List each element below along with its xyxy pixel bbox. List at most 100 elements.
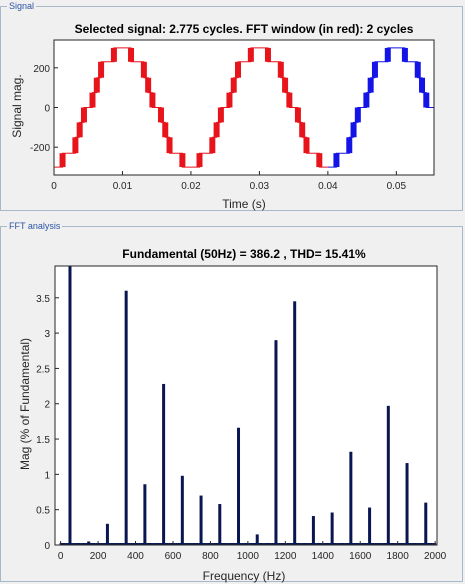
fft-noise-mark bbox=[85, 543, 88, 545]
fft-noise-mark bbox=[404, 543, 407, 545]
fft-noise-mark bbox=[207, 543, 210, 545]
fft-noise-mark bbox=[370, 543, 373, 545]
fft-y-axis-label: Mag (% of Fundamental) bbox=[18, 338, 32, 470]
fft-noise-mark bbox=[310, 543, 313, 545]
fft-noise-mark bbox=[188, 543, 191, 545]
fft-noise-mark bbox=[196, 543, 199, 545]
fft-noise-mark bbox=[248, 543, 251, 545]
fft-noise-mark bbox=[289, 543, 292, 545]
fft-noise-mark bbox=[364, 543, 367, 545]
fft-axes-frame bbox=[54, 265, 438, 546]
fft-noise-mark bbox=[314, 543, 317, 545]
fft-x-tick-label: 400 bbox=[127, 551, 144, 562]
signal-x-tick-label: 0.02 bbox=[181, 181, 201, 192]
fft-noise-mark bbox=[67, 543, 70, 545]
signal-chart-title: Selected signal: 2.775 cycles. FFT windo… bbox=[75, 22, 414, 36]
fft-noise-mark bbox=[319, 543, 322, 545]
fft-noise-mark bbox=[374, 543, 377, 545]
fft-noise-mark bbox=[65, 543, 68, 545]
fft-plot-area bbox=[55, 266, 437, 545]
fft-noise-mark bbox=[83, 543, 86, 545]
fft-harmonic-bar bbox=[386, 405, 390, 545]
fft-noise-mark bbox=[222, 543, 225, 545]
fft-noise-mark bbox=[179, 543, 182, 545]
fft-noise-mark bbox=[61, 543, 64, 545]
signal-panel-title: Signal bbox=[7, 1, 37, 12]
fft-noise-mark bbox=[119, 543, 122, 545]
fft-noise-mark bbox=[177, 543, 180, 545]
fft-noise-mark bbox=[409, 543, 412, 545]
fft-noise-mark bbox=[243, 543, 246, 545]
fft-noise-mark bbox=[402, 543, 405, 545]
fft-noise-mark bbox=[282, 543, 285, 545]
signal-y-tick-label: -200 bbox=[30, 143, 50, 154]
fft-noise-mark bbox=[372, 543, 375, 545]
fft-noise-mark bbox=[160, 543, 163, 545]
fft-noise-mark bbox=[318, 543, 321, 545]
fft-noise-mark bbox=[241, 543, 244, 545]
fft-noise-mark bbox=[265, 543, 268, 545]
fft-noise-mark bbox=[273, 543, 276, 545]
fft-y-tick-label: 0.5 bbox=[36, 506, 50, 517]
fft-noise-mark bbox=[140, 543, 143, 545]
fft-noise-mark bbox=[220, 543, 223, 545]
fft-noise-mark bbox=[389, 543, 392, 545]
fft-noise-mark bbox=[426, 543, 429, 545]
fft-noise-mark bbox=[303, 543, 306, 545]
fft-noise-mark bbox=[334, 543, 337, 545]
fft-noise-mark bbox=[245, 543, 247, 545]
fft-y-tick-label: 1.5 bbox=[36, 435, 50, 446]
fft-noise-mark bbox=[155, 543, 158, 545]
fft-noise-mark bbox=[153, 543, 156, 545]
outside-window-segment bbox=[327, 47, 434, 168]
fft-x-tick-label: 600 bbox=[165, 551, 182, 562]
fft-harmonic-bar bbox=[405, 463, 409, 545]
fft-y-tick-label: 2 bbox=[44, 400, 50, 411]
fft-analysis-panel: FFT analysis bbox=[0, 221, 463, 582]
fft-noise-mark bbox=[398, 543, 401, 545]
fft-noise-mark bbox=[325, 543, 328, 545]
fft-noise-mark bbox=[407, 543, 410, 545]
fft-noise-mark bbox=[104, 543, 107, 545]
fft-noise-mark bbox=[198, 543, 201, 545]
fft-x-tick-label: 2000 bbox=[424, 551, 447, 562]
fft-noise-mark bbox=[100, 543, 103, 545]
fft-y-tick-label: 3.5 bbox=[36, 294, 50, 305]
fft-noise-mark bbox=[136, 543, 139, 545]
fft-x-tick-label: 200 bbox=[90, 551, 107, 562]
fft-x-tick-label: 1000 bbox=[237, 551, 260, 562]
fft-noise-mark bbox=[213, 543, 216, 545]
fft-noise-mark bbox=[78, 543, 81, 545]
fft-y-tick-label: 1 bbox=[44, 470, 50, 481]
signal-x-tick-label: 0.03 bbox=[250, 181, 270, 192]
fft-harmonic-bar bbox=[218, 504, 222, 545]
fft-chart-title: Fundamental (50Hz) = 386.2 , THD= 15.41% bbox=[122, 247, 366, 261]
fft-noise-mark bbox=[323, 543, 326, 545]
fft-noise-mark bbox=[170, 543, 173, 545]
fft-x-tick-label: 1400 bbox=[312, 551, 335, 562]
fft-x-tick-label: 1800 bbox=[387, 551, 410, 562]
fft-noise-mark bbox=[377, 543, 380, 545]
fft-noise-mark bbox=[175, 543, 178, 545]
fft-noise-mark bbox=[340, 543, 343, 545]
fft-noise-mark bbox=[233, 543, 236, 545]
fft-noise-mark bbox=[110, 543, 113, 545]
fft-noise-mark bbox=[361, 543, 364, 545]
fft-noise-mark bbox=[186, 543, 189, 545]
fft-noise-mark bbox=[391, 543, 394, 545]
fft-noise-mark bbox=[115, 543, 118, 545]
signal-x-axis-label: Time (s) bbox=[222, 197, 266, 211]
fft-noise-mark bbox=[183, 543, 186, 545]
fft-noise-mark bbox=[383, 543, 386, 545]
fft-noise-mark bbox=[203, 543, 206, 545]
fft-noise-mark bbox=[430, 543, 433, 545]
fft-noise-mark bbox=[250, 543, 253, 545]
fft-noise-mark bbox=[297, 543, 300, 545]
fft-noise-mark bbox=[286, 543, 289, 545]
fft-noise-mark bbox=[231, 543, 234, 545]
fft-harmonic-bar bbox=[349, 451, 353, 545]
fft-harmonic-bar bbox=[105, 523, 109, 545]
fft-noise-mark bbox=[299, 543, 302, 545]
fft-harmonic-bar bbox=[87, 541, 91, 545]
